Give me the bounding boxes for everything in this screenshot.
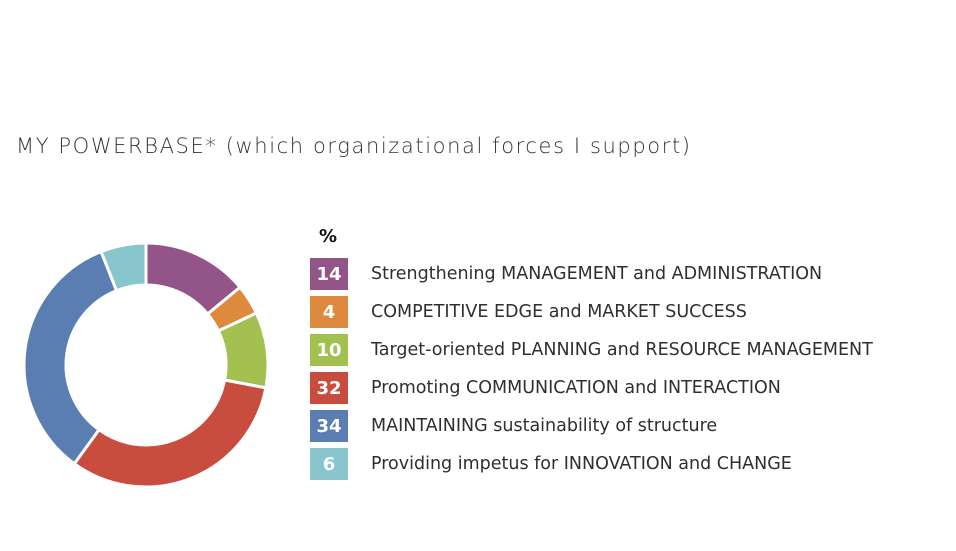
legend-label: Promoting COMMUNICATION and INTERACTION xyxy=(371,378,781,398)
donut-slice xyxy=(99,241,148,293)
percent-column-header: % xyxy=(319,226,338,247)
legend-value-badge: 4 xyxy=(310,296,348,328)
legend-value-badge: 10 xyxy=(310,334,348,366)
legend-label: MAINTAINING sustainability of structure xyxy=(371,416,718,436)
legend-value-badge: 14 xyxy=(310,258,348,290)
donut-slice xyxy=(22,250,119,466)
legend-item: 4 COMPETITIVE EDGE and MARKET SUCCESS xyxy=(310,293,950,331)
legend-label: COMPETITIVE EDGE and MARKET SUCCESS xyxy=(371,302,747,322)
legend-value-badge: 6 xyxy=(310,448,348,480)
donut-slice xyxy=(72,378,268,489)
legend-item: 10 Target-oriented PLANNING and RESOURCE… xyxy=(310,331,950,369)
legend: 14 Strengthening MANAGEMENT and ADMINIST… xyxy=(310,255,950,483)
chart-title: MY POWERBASE* (which organizational forc… xyxy=(16,134,692,158)
legend-item: 6 Providing impetus for INNOVATION and C… xyxy=(310,445,950,483)
donut-chart xyxy=(22,241,270,489)
legend-value-badge: 34 xyxy=(310,410,348,442)
legend-label: Providing impetus for INNOVATION and CHA… xyxy=(371,454,792,474)
legend-value-badge: 32 xyxy=(310,372,348,404)
legend-item: 14 Strengthening MANAGEMENT and ADMINIST… xyxy=(310,255,950,293)
legend-label: Target-oriented PLANNING and RESOURCE MA… xyxy=(371,340,873,360)
legend-label: Strengthening MANAGEMENT and ADMINISTRAT… xyxy=(371,264,823,284)
legend-item: 34 MAINTAINING sustainability of structu… xyxy=(310,407,950,445)
legend-item: 32 Promoting COMMUNICATION and INTERACTI… xyxy=(310,369,950,407)
